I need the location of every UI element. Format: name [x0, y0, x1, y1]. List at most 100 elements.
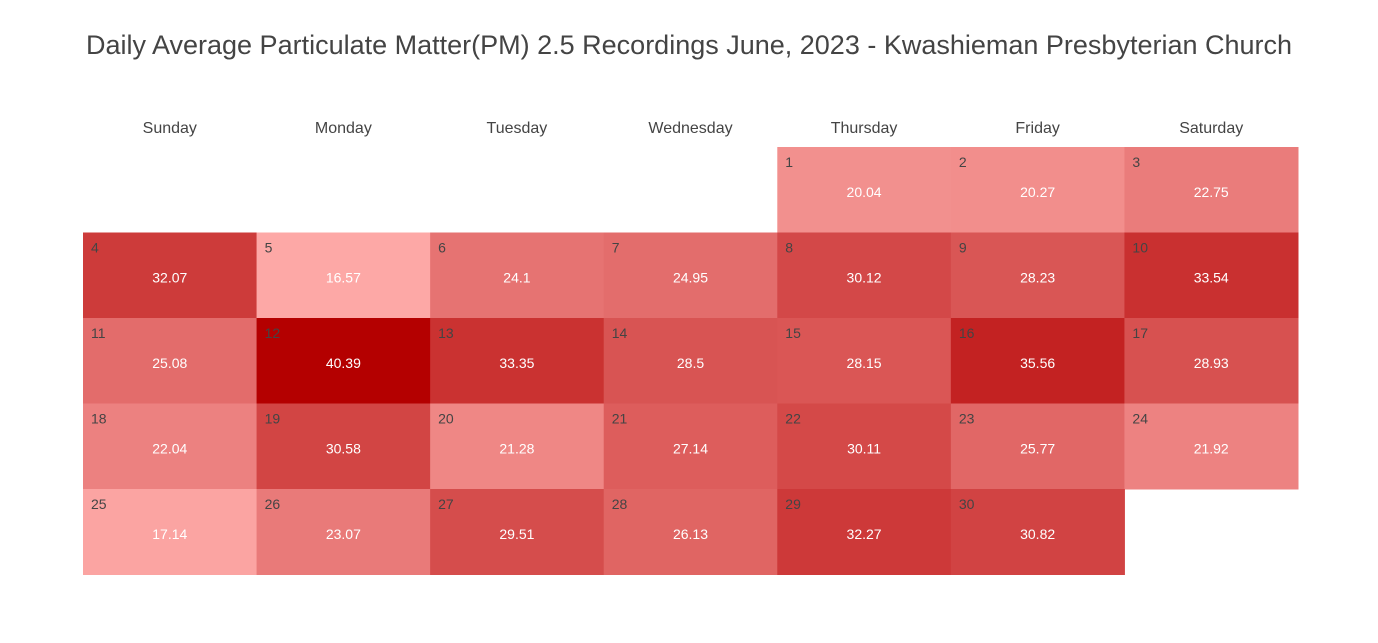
- day-cell-18: 18 22.04: [83, 403, 258, 490]
- day-cell-27: 27 29.51: [430, 489, 605, 575]
- day-cell-10: 10 33.54: [1124, 232, 1299, 319]
- day-number-label: 7: [612, 240, 620, 256]
- day-number-label: 15: [785, 325, 801, 341]
- day-value-label: 28.23: [1020, 270, 1055, 286]
- day-number-label: 30: [959, 496, 975, 512]
- day-value-label: 21.28: [499, 441, 534, 457]
- day-cell-25: 25 17.14: [83, 489, 258, 575]
- day-number-label: 23: [959, 411, 975, 427]
- day-number-label: 5: [265, 240, 273, 256]
- day-value-label: 29.51: [499, 526, 534, 542]
- day-cell-20: 20 21.28: [430, 403, 605, 490]
- day-value-label: 17.14: [152, 526, 187, 542]
- day-value-label: 24.95: [673, 270, 708, 286]
- day-value-label: 32.07: [152, 270, 187, 286]
- day-cell-rect: [1124, 403, 1299, 490]
- day-number-label: 12: [265, 325, 281, 341]
- day-cell-7: 724.95: [603, 232, 778, 319]
- day-value-label: 16.57: [326, 270, 361, 286]
- day-cell-rect: [430, 403, 605, 490]
- day-cell-rect: [777, 147, 952, 233]
- day-number-label: 20: [438, 411, 454, 427]
- day-cell-rect: [83, 403, 258, 490]
- day-value-label: 27.14: [673, 441, 708, 457]
- day-number-label: 2: [959, 154, 967, 170]
- day-value-label: 28.5: [677, 355, 704, 371]
- day-cell-16: 16 35.56: [950, 318, 1125, 404]
- day-value-label: 26.13: [673, 526, 708, 542]
- day-cell-9: 928.23: [950, 232, 1125, 319]
- day-cell-23: 23 25.77: [950, 403, 1125, 490]
- day-cell-29: 29 32.27: [777, 489, 952, 575]
- day-value-label: 35.56: [1020, 355, 1055, 371]
- day-value-label: 30.12: [847, 270, 882, 286]
- day-number-label: 24: [1132, 411, 1148, 427]
- day-number-label: 4: [91, 240, 99, 256]
- weekday-label-saturday: Saturday: [1179, 120, 1243, 137]
- weekday-label-thursday: Thursday: [831, 120, 898, 137]
- day-value-label: 28.93: [1194, 355, 1229, 371]
- day-value-label: 40.39: [326, 355, 361, 371]
- day-value-label: 25.77: [1020, 441, 1055, 457]
- day-cell-1: 120.04: [777, 147, 952, 233]
- day-cell-rect: [1124, 147, 1299, 233]
- day-cell-17: 17 28.93: [1124, 318, 1299, 404]
- day-cell-rect: [950, 147, 1125, 233]
- day-cell-rect: [777, 232, 952, 319]
- day-value-label: 32.27: [847, 526, 882, 542]
- day-number-label: 3: [1132, 154, 1140, 170]
- day-value-label: 28.15: [847, 355, 882, 371]
- day-cell-rect: [83, 232, 258, 319]
- day-cell-rect: [1124, 318, 1299, 404]
- chart-title: Daily Average Particulate Matter(PM) 2.5…: [85, 30, 1293, 60]
- day-cell-rect: [256, 403, 431, 490]
- day-cell-15: 15 28.15: [777, 318, 952, 404]
- day-cell-22: 22 30.11: [777, 403, 952, 490]
- day-cell-rect: [256, 489, 431, 575]
- weekday-label-friday: Friday: [1015, 120, 1059, 137]
- day-number-label: 17: [1132, 325, 1148, 341]
- day-value-label: 21.92: [1194, 441, 1229, 457]
- day-number-label: 13: [438, 325, 454, 341]
- day-cell-21: 21 27.14: [603, 403, 778, 490]
- day-value-label: 30.82: [1020, 526, 1055, 542]
- day-number-label: 9: [959, 240, 967, 256]
- weekday-label-sunday: Sunday: [143, 120, 197, 137]
- day-number-label: 21: [612, 411, 628, 427]
- day-value-label: 23.07: [326, 526, 361, 542]
- day-cell-5: 516.57: [256, 232, 431, 319]
- day-cell-rect: [83, 489, 258, 575]
- weekday-label-wednesday: Wednesday: [648, 120, 732, 137]
- day-cell-rect: [950, 489, 1125, 575]
- day-number-label: 19: [265, 411, 281, 427]
- day-cell-rect: [777, 403, 952, 490]
- day-cell-rect: [603, 232, 778, 319]
- day-value-label: 33.35: [499, 355, 534, 371]
- weekday-label-monday: Monday: [315, 120, 372, 137]
- day-value-label: 25.08: [152, 355, 187, 371]
- day-number-label: 26: [265, 496, 281, 512]
- day-cell-12: 12 40.39: [256, 318, 431, 404]
- day-number-label: 22: [785, 411, 801, 427]
- day-value-label: 33.54: [1194, 270, 1229, 286]
- day-number-label: 6: [438, 240, 446, 256]
- day-cell-28: 28 26.13: [603, 489, 778, 575]
- day-cell-13: 13 33.35: [430, 318, 605, 404]
- day-cell-rect: [83, 318, 258, 404]
- day-cell-rect: [950, 232, 1125, 319]
- day-number-label: 14: [612, 325, 628, 341]
- day-cell-rect: [950, 318, 1125, 404]
- day-value-label: 30.11: [847, 441, 881, 457]
- day-number-label: 1: [785, 154, 793, 170]
- day-number-label: 18: [91, 411, 107, 427]
- day-cell-6: 624.1: [430, 232, 605, 319]
- day-number-label: 16: [959, 325, 975, 341]
- day-value-label: 30.58: [326, 441, 361, 457]
- day-cell-11: 11 25.08: [83, 318, 258, 404]
- day-cell-rect: [1124, 232, 1299, 319]
- day-value-label: 22.04: [152, 441, 187, 457]
- day-number-label: 28: [612, 496, 628, 512]
- day-cell-4: 432.07: [83, 232, 258, 319]
- weekday-label-tuesday: Tuesday: [487, 120, 548, 137]
- day-cell-rect: [603, 403, 778, 490]
